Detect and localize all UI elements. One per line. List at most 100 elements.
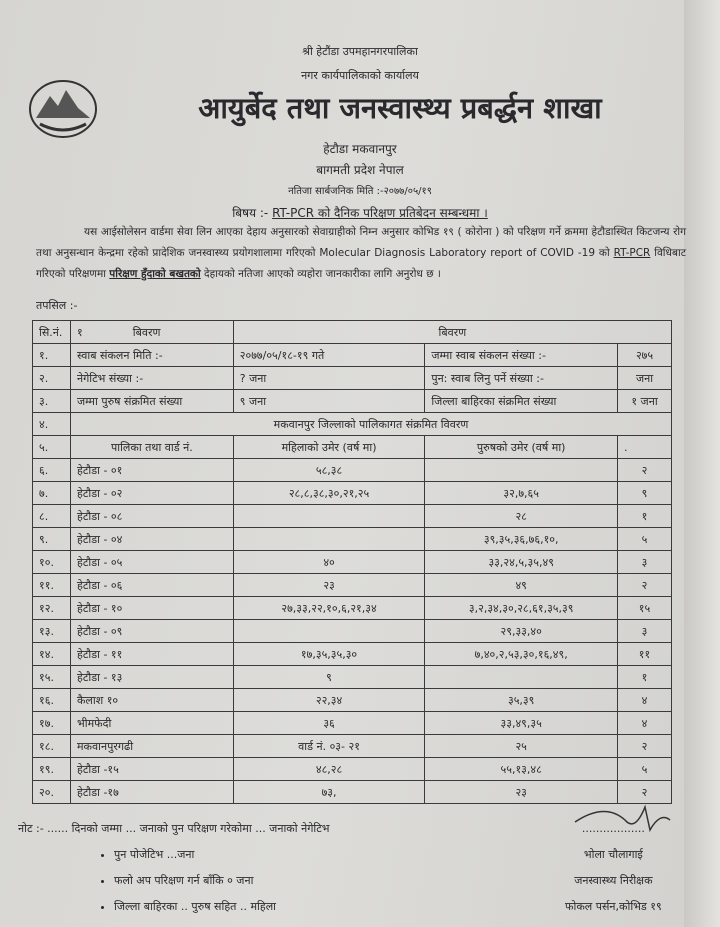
table-cell: २५ — [424, 734, 619, 758]
table-cell: १४. — [32, 642, 71, 666]
table-cell: १ — [617, 665, 672, 689]
table-row: २०. हेटौडा -१७ ७३, २३ २ — [32, 780, 672, 804]
table-cell: हेटौडा - ०१ — [69, 458, 234, 482]
col-count: . — [617, 435, 672, 459]
table-cell: १९. — [32, 757, 71, 781]
table-cell: जिल्ला बाहिरका संक्रमित संख्या — [424, 389, 619, 413]
table-cell: हेटौडा - ०४ — [69, 527, 234, 551]
table-cell: हेटौडा - १३ — [69, 665, 234, 689]
signatory-title: जनस्वास्थ्य निरीक्षक — [574, 874, 653, 887]
table-row: १६. कैलाश १० २२,३४ ३५,३९ ४ — [32, 688, 672, 712]
table-cell: हेटौडा - ०८ — [69, 504, 234, 528]
result-date: नतिजा सार्बजनिक मिति :-२०७७/०५/१९ — [288, 186, 432, 197]
signature-block: .................. भोला चौलागाई जनस्वास्… — [565, 804, 671, 920]
table-cell: ६. — [32, 458, 71, 482]
table-cell — [424, 665, 619, 689]
table-cell: जना — [617, 366, 672, 390]
table-cell: हेटौडा -१७ — [69, 780, 234, 804]
table-cell: ९ जना — [232, 389, 426, 413]
subject-label: बिषय :- — [232, 206, 269, 220]
table-row: १५. हेटौडा - १३ ९ १ — [32, 665, 672, 689]
table-cell: १७. — [32, 711, 71, 735]
signatory-role: फोकल पर्सन,कोभिड १९ — [565, 900, 662, 913]
table-cell: ९. — [32, 527, 71, 551]
table-cell: पुन: स्वाब लिनु पर्ने संख्या :- — [424, 366, 619, 390]
table-cell: ५. — [32, 435, 71, 459]
col-men: पुरुषको उमेर (वर्ष मा) — [424, 435, 619, 459]
para-part3: देहायको नतिजा आएको व्यहोरा जानकारीका लाग… — [200, 268, 441, 280]
body-paragraph: यस आईसोलेसन वार्डमा सेवा लिन आएका देहाय … — [36, 222, 686, 285]
table-row: ८. हेटौडा - ०८ २८ १ — [32, 504, 672, 528]
col-women: महिलाको उमेर (वर्ष मा) — [232, 435, 426, 459]
table-cell: १०. — [32, 550, 71, 574]
table-cell: हेटौडा -१५ — [69, 757, 234, 781]
table-cell: १७,३५,३५,३० — [232, 642, 426, 666]
results-table: सि.नं. १ बिवरण बिवरण १. स्वाब संकलन मिति :… — [32, 320, 673, 804]
table-row: ६. हेटौडा - ०१ ५८,३८ २ — [32, 458, 672, 482]
table-cell: २ — [617, 573, 672, 597]
table-cell: जम्मा स्वाब संकलन संख्या :- — [424, 343, 619, 367]
table-cell — [232, 527, 426, 551]
table-cell: ११. — [32, 573, 71, 597]
table-cell: ७३, — [232, 780, 426, 804]
signatory-name: भोला चौलागाई — [583, 848, 643, 861]
table-cell: ११ — [617, 642, 672, 666]
table-cell: हेटौडा - ०५ — [69, 550, 234, 574]
page-title: आयुर्बेद तथा जनस्वास्थ्य प्रबर्द्धन शाखा — [198, 91, 602, 125]
note-bullet: जिल्ला बाहिरका .. पुरुष सहित .. महिला — [114, 894, 330, 920]
table-cell: २. — [32, 366, 71, 390]
page-edge — [684, 0, 720, 927]
table-cell: ? जना — [232, 366, 426, 390]
table-cell: २७,३३,२२,१०,६,२१,३४ — [232, 596, 426, 620]
header-description: १ बिवरण — [69, 320, 234, 344]
table-row: १२. हेटौडा - १० २७,३३,२२,१०,६,२१,३४ ३,२,३४,… — [32, 596, 672, 620]
table-cell: ४ — [617, 711, 672, 735]
location: हेटौडा मकवानपुर — [323, 142, 397, 156]
table-row: १९. हेटौडा -१५ ४८,२८ ५५,१३,४८ ५ — [32, 757, 672, 781]
table-cell: २८ — [424, 504, 619, 528]
table-cell: ९ — [617, 481, 672, 505]
table-cell: स्वाब संकलन मिति :- — [69, 343, 234, 367]
table-cell: मकवानपुर जिल्लाको पालिकागत संक्रमित विवर… — [69, 412, 673, 436]
header-sn: सि.नं. — [32, 320, 71, 344]
table-row: ७. हेटौडा - ०२ २८,८,३८,३०,२१,२५ ३२,७,६५ ९ — [32, 481, 672, 505]
table-cell — [424, 458, 619, 482]
table-cell: वार्ड नं. ०३- २१ — [232, 734, 426, 758]
table-cell: २०७७/०५/१८-१९ गते — [232, 343, 426, 367]
table-cell: २ — [617, 734, 672, 758]
table-cell: भीमफेदी — [69, 711, 234, 735]
table-cell: ८. — [32, 504, 71, 528]
note-line: नोट :- ...... दिनको जम्मा ... जनाको पुन … — [18, 822, 330, 835]
table-cell: २२,३४ — [232, 688, 426, 712]
table-cell: २९,३३,४० — [424, 619, 619, 643]
table-cell: ५ — [617, 757, 672, 781]
column-header-row: ५. पालिका तथा वार्ड नं. महिलाको उमेर (वर… — [32, 435, 672, 459]
table-cell: ३,२,३४,३०,२८,६१,३५,३९ — [424, 596, 619, 620]
table-row: १८. मकवानपुरगढी वार्ड नं. ०३- २१ २५ २ — [32, 734, 672, 758]
province: बागमती प्रदेश नेपाल — [316, 163, 404, 177]
table-cell: ५ — [617, 527, 672, 551]
para-part2: विधिबाट गरिएको परिक्षणमा — [36, 247, 686, 280]
table-cell: नेगेटिभ संख्या :- — [69, 366, 234, 390]
table-cell: ३९,३५,३६,७६,१०, — [424, 527, 619, 551]
table-cell: २७५ — [617, 343, 672, 367]
para-rtpcr: RT-PCR — [613, 247, 651, 259]
table-cell: १५. — [32, 665, 71, 689]
col-ward: पालिका तथा वार्ड नं. — [69, 435, 234, 459]
table-cell: ५८,३८ — [232, 458, 426, 482]
table-cell: ३३,४९,३५ — [424, 711, 619, 735]
summary-row: २. नेगेटिभ संख्या :-? जना पुन: स्वाब लिनु … — [32, 366, 672, 390]
subject-line: बिषय :- RT-PCR को दैनिक परिक्षण प्रतिबेद… — [0, 204, 720, 221]
table-cell: ३ — [617, 550, 672, 574]
table-row: १०. हेटौडा - ०५ ४० ३३,२४,५,३५,४९ ३ — [32, 550, 672, 574]
handwritten-signature — [574, 804, 671, 832]
table-cell: ३. — [32, 389, 71, 413]
table-cell: १५ — [617, 596, 672, 620]
table-cell: २ — [617, 458, 672, 482]
table-cell: १२. — [32, 596, 71, 620]
table-cell: ३३,२४,५,३५,४९ — [424, 550, 619, 574]
table-row: १३. हेटौडा - ०९ २९,३३,४० ३ — [32, 619, 672, 643]
header-description-2: बिवरण — [232, 320, 673, 344]
table-cell: ४८,२८ — [232, 757, 426, 781]
table-cell: १ — [617, 504, 672, 528]
